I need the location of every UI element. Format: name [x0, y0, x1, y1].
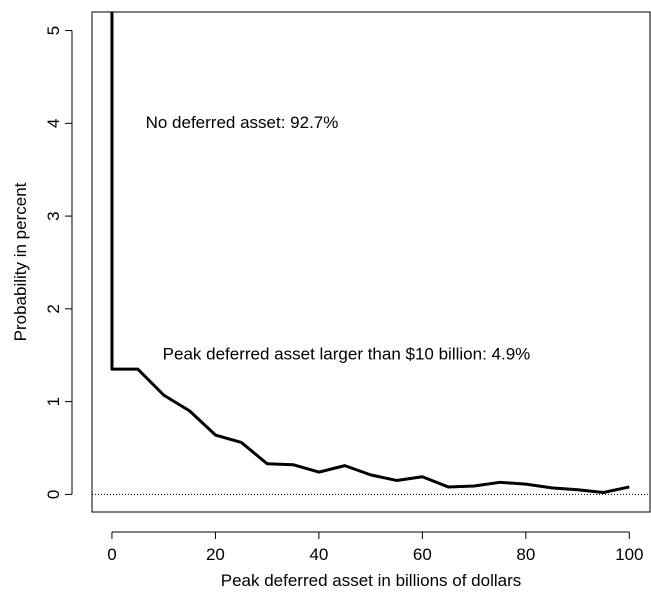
x-axis-label: Peak deferred asset in billions of dolla… — [221, 571, 522, 590]
plot-frame — [91, 11, 651, 513]
data-line — [110, 12, 630, 495]
y-tick-label: 4 — [44, 119, 63, 128]
y-tick-label: 0 — [44, 490, 63, 499]
y-tick-label: 2 — [44, 304, 63, 313]
y-tick-label: 5 — [44, 26, 63, 35]
x-tick-label: 40 — [309, 545, 328, 564]
y-axis-label: Probability in percent — [11, 182, 30, 341]
y-tick-label: 1 — [44, 397, 63, 406]
x-tick-label: 0 — [107, 545, 116, 564]
x-tick-label: 20 — [206, 545, 225, 564]
annotation: Peak deferred asset larger than $10 bill… — [163, 345, 531, 364]
x-tick-label: 100 — [615, 545, 643, 564]
plot-area — [110, 12, 630, 495]
y-tick-label: 3 — [44, 211, 63, 220]
x-tick-label: 60 — [413, 545, 432, 564]
annotation: No deferred asset: 92.7% — [146, 113, 339, 132]
x-tick-label: 80 — [516, 545, 535, 564]
